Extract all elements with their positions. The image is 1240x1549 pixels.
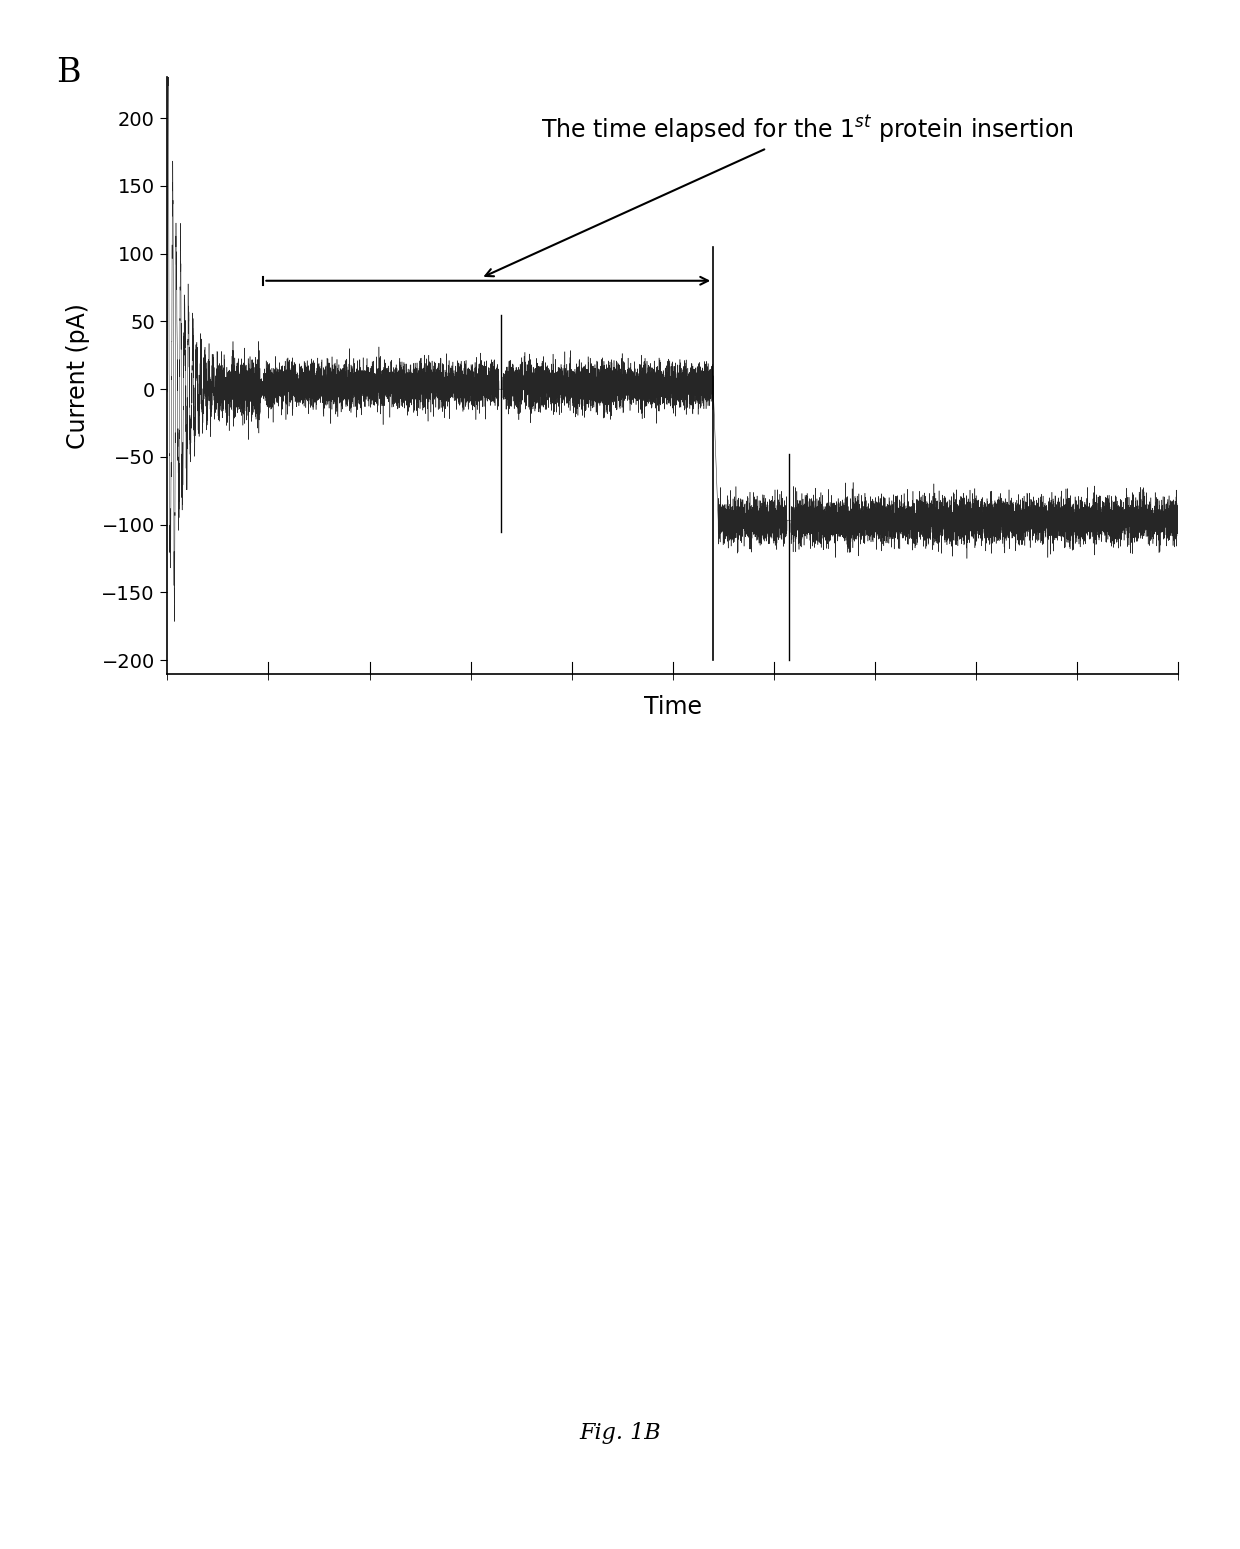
Y-axis label: Current (pA): Current (pA): [66, 302, 91, 449]
Text: B: B: [56, 57, 81, 90]
Text: The time elapsed for the 1$^{st}$ protein insertion: The time elapsed for the 1$^{st}$ protei…: [485, 115, 1074, 276]
X-axis label: Time: Time: [644, 696, 702, 719]
Text: Fig. 1B: Fig. 1B: [579, 1422, 661, 1444]
